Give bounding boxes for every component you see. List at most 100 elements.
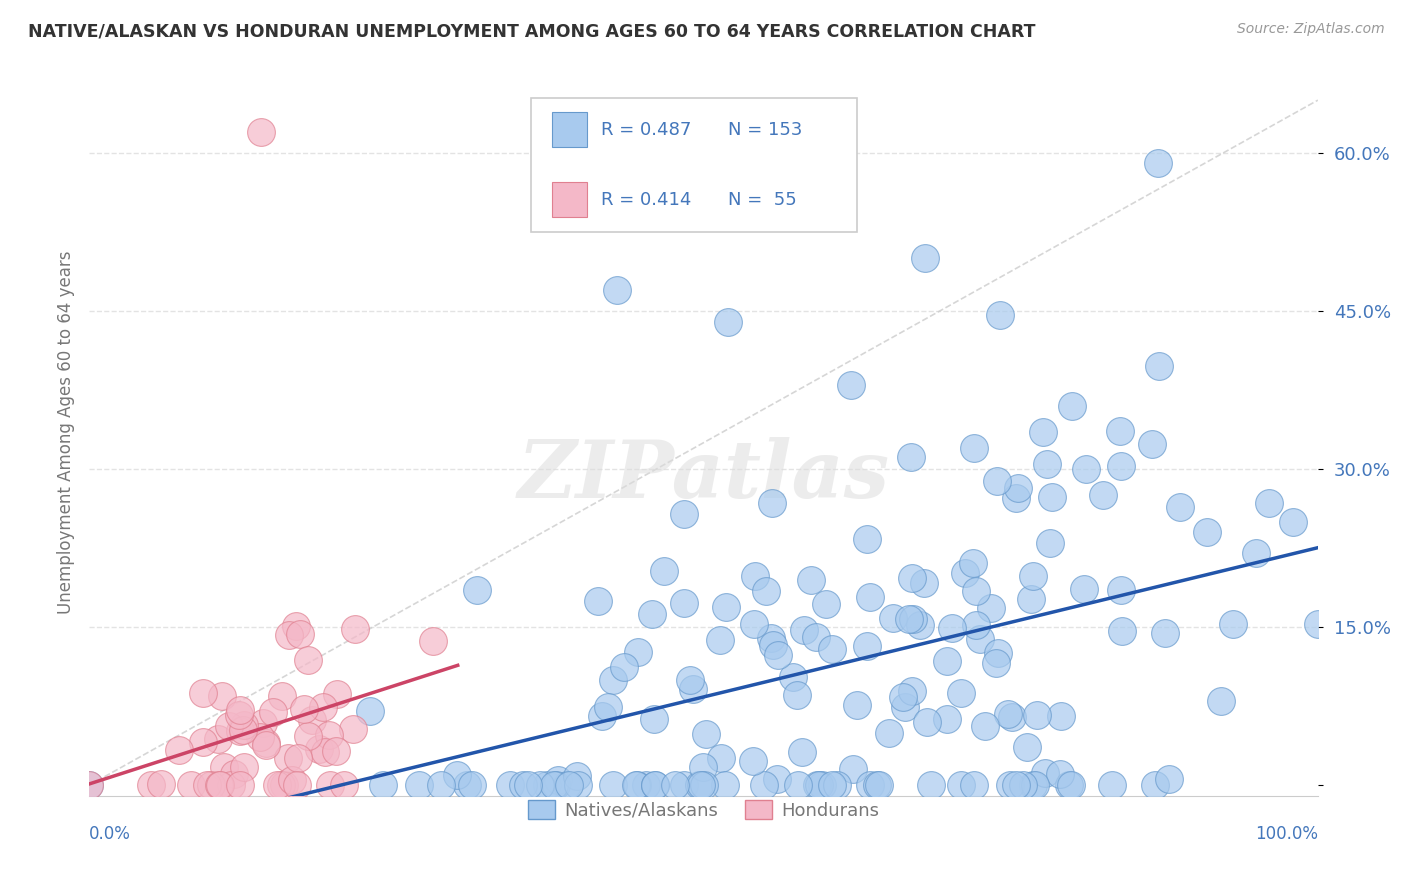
Point: [1021, 569, 1043, 583]
Point: [558, 778, 581, 792]
Text: ZIPatlas: ZIPatlas: [517, 437, 890, 515]
Point: [287, 751, 309, 765]
Point: [1168, 500, 1191, 515]
Point: [782, 669, 804, 683]
Point: [318, 728, 340, 742]
Point: [465, 583, 488, 598]
Text: NATIVE/ALASKAN VS HONDURAN UNEMPLOYMENT AMONG AGES 60 TO 64 YEARS CORRELATION CH: NATIVE/ALASKAN VS HONDURAN UNEMPLOYMENT …: [28, 22, 1036, 40]
Point: [277, 628, 299, 642]
Point: [314, 745, 336, 759]
Point: [627, 645, 650, 659]
Point: [790, 745, 813, 759]
Point: [285, 778, 308, 792]
Point: [1109, 459, 1132, 474]
Point: [1005, 491, 1028, 506]
Point: [1007, 482, 1029, 496]
Point: [456, 778, 478, 792]
Point: [692, 760, 714, 774]
Point: [567, 778, 589, 792]
Point: [673, 596, 696, 610]
Point: [856, 532, 879, 546]
Point: [1060, 778, 1083, 792]
Point: [859, 778, 882, 792]
Point: [602, 778, 624, 792]
Point: [949, 686, 972, 700]
Point: [193, 686, 215, 700]
Point: [1022, 778, 1045, 792]
Point: [565, 769, 588, 783]
Text: 100.0%: 100.0%: [1256, 825, 1317, 843]
Point: [262, 705, 284, 719]
Point: [408, 778, 430, 792]
Point: [766, 648, 789, 662]
Point: [742, 617, 765, 632]
Point: [602, 673, 624, 687]
Point: [512, 778, 534, 792]
Point: [359, 704, 381, 718]
Point: [941, 621, 963, 635]
Point: [901, 683, 924, 698]
Point: [461, 778, 484, 792]
Point: [1108, 424, 1130, 438]
Point: [200, 778, 222, 792]
Point: [517, 778, 540, 792]
Point: [974, 719, 997, 733]
Point: [624, 778, 647, 792]
Point: [281, 772, 304, 787]
Point: [987, 646, 1010, 660]
Point: [319, 778, 342, 792]
Point: [682, 682, 704, 697]
Point: [1033, 766, 1056, 780]
Point: [935, 712, 957, 726]
Point: [825, 778, 848, 792]
Point: [856, 639, 879, 653]
Point: [141, 778, 163, 792]
Point: [208, 778, 231, 792]
Point: [1019, 592, 1042, 607]
Point: [859, 590, 882, 604]
Point: [1057, 778, 1080, 792]
Point: [965, 618, 987, 632]
Point: [839, 377, 862, 392]
Point: [866, 778, 889, 792]
Point: [229, 778, 252, 792]
Point: [793, 623, 815, 637]
Point: [254, 735, 277, 749]
Point: [980, 600, 1002, 615]
Point: [1147, 359, 1170, 373]
Point: [900, 450, 922, 465]
Point: [998, 778, 1021, 792]
Point: [1024, 778, 1046, 792]
Point: [1157, 772, 1180, 786]
Point: [297, 729, 319, 743]
Point: [690, 778, 713, 792]
Point: [1050, 709, 1073, 723]
Point: [543, 778, 565, 792]
Point: [586, 594, 609, 608]
Point: [759, 631, 782, 645]
Point: [77, 778, 100, 792]
Text: R = 0.487: R = 0.487: [602, 121, 692, 139]
Point: [1049, 767, 1071, 781]
Point: [1039, 535, 1062, 549]
Point: [962, 556, 984, 570]
Point: [1032, 425, 1054, 439]
Point: [333, 778, 356, 792]
Point: [894, 699, 917, 714]
Point: [229, 703, 252, 717]
Point: [693, 778, 716, 792]
Point: [997, 706, 1019, 721]
Point: [292, 702, 315, 716]
Point: [290, 627, 312, 641]
Point: [277, 751, 299, 765]
Point: [1154, 625, 1177, 640]
Point: [167, 743, 190, 757]
Point: [950, 778, 973, 792]
Point: [326, 688, 349, 702]
Point: [969, 632, 991, 646]
Text: N =  55: N = 55: [728, 191, 797, 209]
Point: [1026, 707, 1049, 722]
Point: [915, 714, 938, 729]
Point: [249, 730, 271, 744]
Point: [325, 744, 347, 758]
